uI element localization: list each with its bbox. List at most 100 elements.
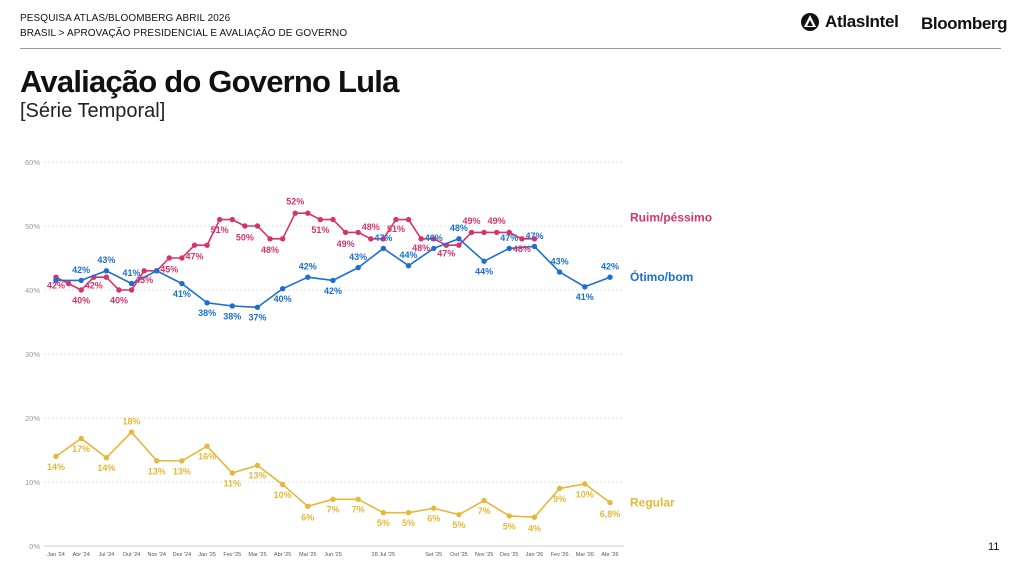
data-label-ruim: 47% xyxy=(185,252,203,262)
data-point-regular xyxy=(405,510,412,516)
y-tick-label: 30% xyxy=(25,350,40,359)
data-point-ruim xyxy=(254,223,261,229)
data-label-ruim: 48% xyxy=(261,245,279,255)
data-label-ruim: 52% xyxy=(286,197,304,207)
data-point-regular xyxy=(53,453,59,460)
data-label-otimo: 43% xyxy=(349,252,367,262)
data-point-otimo xyxy=(531,243,538,250)
data-label-ruim: 51% xyxy=(211,225,229,235)
data-label-otimo: 48% xyxy=(450,223,468,233)
x-tick-label: 28 Jul '25 xyxy=(372,552,395,558)
data-label-otimo: 42% xyxy=(324,286,342,296)
data-point-otimo xyxy=(229,303,235,309)
bloomberg-logo: Bloomberg xyxy=(921,14,1008,33)
data-point-otimo xyxy=(78,277,84,284)
data-label-regular: 13% xyxy=(173,466,191,476)
data-labels: 42%40%42%40%43%45%47%51%50%48%52%51%49%4… xyxy=(47,197,620,534)
data-label-regular: 13% xyxy=(148,466,166,476)
y-tick-label: 60% xyxy=(25,158,40,167)
data-label-regular: 6% xyxy=(301,513,314,523)
x-tick-label: Jul '24 xyxy=(98,552,114,558)
data-label-otimo: 43% xyxy=(551,256,569,266)
data-point-ruim xyxy=(204,242,210,248)
data-point-regular xyxy=(481,497,487,504)
x-tick-label: Dez '25 xyxy=(500,552,518,558)
data-label-regular: 4% xyxy=(528,524,541,534)
data-label-otimo: 42% xyxy=(601,262,619,272)
data-point-ruim xyxy=(330,216,336,223)
data-label-ruim: 40% xyxy=(110,295,128,305)
data-point-regular xyxy=(431,505,437,511)
series-name-ruim: Ruim/péssimo xyxy=(630,211,712,225)
data-label-regular: 5% xyxy=(503,521,516,531)
data-label-otimo: 42% xyxy=(72,265,90,275)
series-end-labels: Ruim/péssimo Ótimo/bom Regular xyxy=(630,211,712,510)
data-point-ruim xyxy=(456,242,462,248)
data-label-ruim: 51% xyxy=(387,224,405,234)
data-point-ruim xyxy=(342,229,349,236)
data-point-otimo xyxy=(53,277,59,284)
data-point-ruim xyxy=(279,236,286,242)
data-point-ruim xyxy=(493,229,500,236)
data-point-otimo xyxy=(431,245,437,252)
data-point-regular xyxy=(128,429,135,435)
data-point-regular xyxy=(229,470,235,476)
data-point-regular xyxy=(279,481,286,488)
data-label-otimo: 38% xyxy=(223,311,241,321)
data-point-ruim xyxy=(531,236,538,242)
x-tick-label: Jan '25 xyxy=(198,552,216,558)
x-tick-label: Out '24 xyxy=(123,552,141,558)
header-breadcrumb: BRASIL > APROVAÇÃO PRESIDENCIAL E AVALIA… xyxy=(20,28,348,39)
data-point-otimo xyxy=(305,274,311,280)
data-label-ruim: 49% xyxy=(462,216,480,226)
data-label-regular: 6,8% xyxy=(600,509,621,519)
data-point-ruim xyxy=(431,236,437,242)
data-point-otimo xyxy=(128,280,135,287)
series-name-regular: Regular xyxy=(630,495,675,509)
page-number: 11 xyxy=(988,541,1000,553)
data-label-ruim: 42% xyxy=(47,281,65,291)
x-tick-label: Nov '25 xyxy=(475,552,493,558)
data-point-regular xyxy=(380,510,387,516)
data-label-regular: 7% xyxy=(478,506,491,516)
data-point-regular xyxy=(456,511,462,518)
data-point-regular xyxy=(582,481,588,487)
atlasintel-logo: AtlasIntel xyxy=(800,12,899,32)
data-label-regular: 6% xyxy=(427,514,440,524)
data-point-ruim xyxy=(317,216,324,223)
x-tick-label: Abr '26 xyxy=(601,552,618,558)
data-label-ruim: 43% xyxy=(135,275,153,285)
data-label-regular: 10% xyxy=(274,490,292,500)
data-point-regular xyxy=(330,496,336,502)
data-label-otimo: 41% xyxy=(576,292,594,302)
x-axis-ticks: Jan '24 Abr '24 Jul '24 Out '24 Nov '24 Dez '… xyxy=(47,552,618,558)
series-name-otimo: Ótimo/bom xyxy=(630,269,693,284)
data-point-ruim xyxy=(166,255,173,261)
data-point-otimo xyxy=(355,264,361,271)
data-label-otimo: 44% xyxy=(400,250,418,260)
atlasintel-logo-icon xyxy=(801,13,819,31)
data-point-regular xyxy=(154,458,160,464)
y-tick-label: 10% xyxy=(25,478,40,487)
data-point-otimo xyxy=(380,245,387,252)
data-label-regular: 16% xyxy=(198,452,216,462)
page-title: Avaliação do Governo Lula xyxy=(20,64,399,99)
data-label-regular: 14% xyxy=(47,462,65,472)
data-point-otimo xyxy=(279,286,286,292)
data-label-regular: 10% xyxy=(576,489,594,499)
x-tick-label: Nov '24 xyxy=(147,552,165,558)
data-point-otimo xyxy=(456,236,462,242)
data-point-ruim xyxy=(305,210,311,216)
x-tick-label: Mai '25 xyxy=(299,552,317,558)
data-label-regular: 7% xyxy=(352,505,365,515)
data-point-regular xyxy=(305,503,311,510)
data-label-ruim: 42% xyxy=(85,281,103,291)
data-point-ruim xyxy=(506,229,512,236)
data-label-regular: 17% xyxy=(72,444,90,454)
data-point-ruim xyxy=(368,236,374,242)
x-tick-label: Fev '25 xyxy=(223,552,241,558)
data-point-otimo xyxy=(405,262,412,269)
data-point-ruim xyxy=(468,229,475,236)
data-label-otimo: 43% xyxy=(97,255,115,265)
